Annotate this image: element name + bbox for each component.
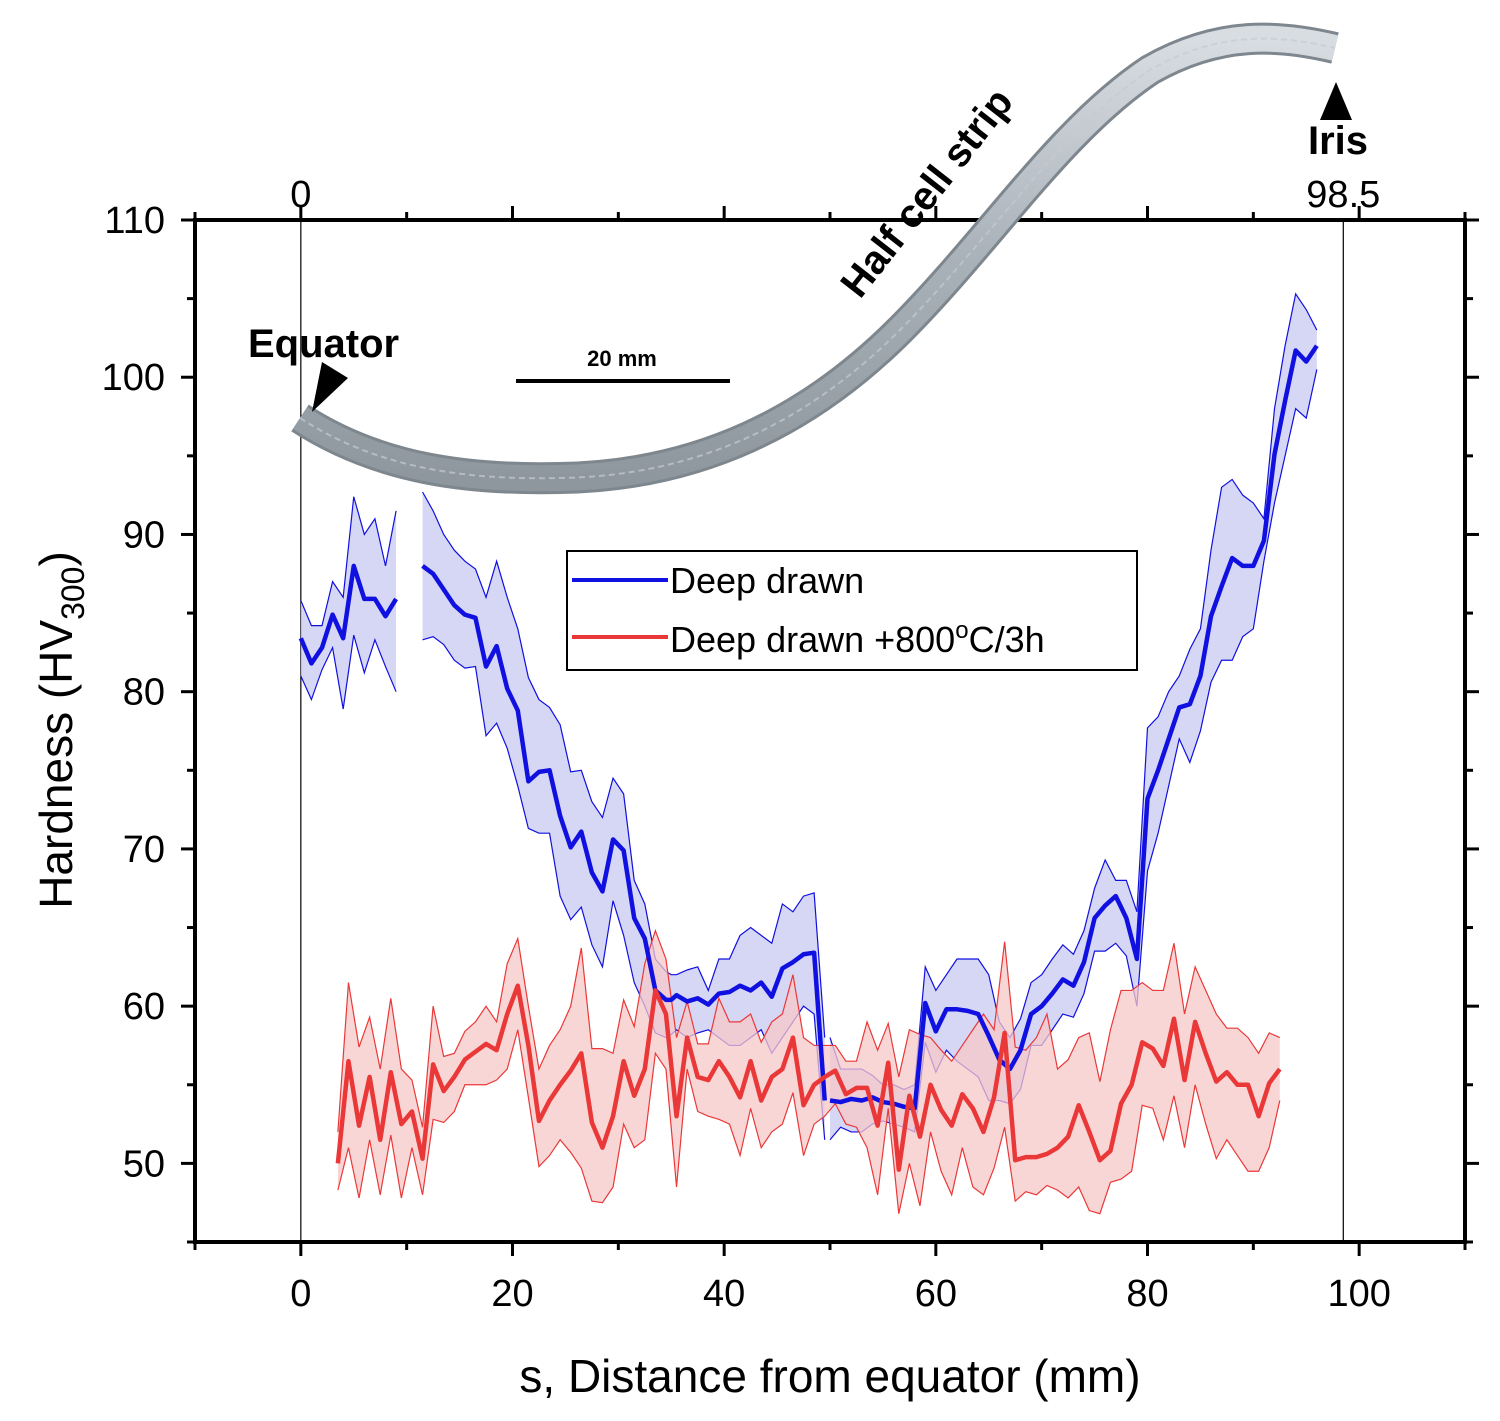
equator-label: Equator [248,322,399,366]
legend-label-deep-drawn: Deep drawn [670,560,864,601]
y-tick-label: 80 [123,672,165,714]
x-tick-label: 40 [703,1273,745,1315]
iris-arrow-icon [1320,82,1352,120]
half-cell-strip-image [291,22,1339,495]
y-tick-label: 90 [123,514,165,556]
annealed-upper-bound [337,928,1281,1132]
y-tick-label: 50 [123,1143,165,1185]
top-axis-label: 0 [290,174,311,216]
y-axis-title: Hardness (HV300) [30,551,91,909]
x-tick-label: 0 [290,1273,311,1315]
strip-label: Half cell strip [832,81,1021,306]
deep_drawn-lower-bound [829,369,1318,1141]
deep_drawn-upper-bound [422,491,826,1038]
y-tick-label: 110 [104,200,165,242]
legend: Deep drawn Deep drawn +800oC/3h [566,550,1138,671]
legend-box [566,550,1138,671]
annealed-error-band [337,930,1280,1214]
scale-bar-label: 20 mm [587,346,657,371]
deep_drawn-error-band [830,293,1317,1140]
axis-ticks: 0 20 40 60 80 100 50 60 70 80 90 100 110 0 98.5 [102,174,1479,1315]
deep_drawn-mean-line [421,564,827,1101]
deep_drawn-mean-line [298,563,399,666]
x-tick-label: 80 [1126,1273,1168,1315]
deep_drawn-upper-bound [300,496,397,627]
legend-label-annealed: Deep drawn +800oC/3h [670,617,1045,660]
scale-bar: 20 mm [516,346,730,383]
y-tick-label: 60 [123,986,165,1028]
annealed-mean-line [335,983,1282,1172]
iris-label: Iris [1308,119,1368,163]
y-tick-label: 100 [102,357,165,399]
x-tick-label: 20 [491,1273,533,1315]
x-tick-label: 100 [1327,1273,1390,1315]
deep_drawn-lower-bound [300,634,397,710]
series-layer [298,292,1319,1215]
iris-annotation: Iris [1308,82,1368,163]
top-axis-label: 98.5 [1306,174,1380,216]
equator-annotation: Equator [248,322,399,412]
annealed-lower-bound [337,1029,1281,1215]
reference-lines [300,220,1344,1242]
x-tick-label: 60 [915,1273,957,1315]
x-axis-title: s, Distance from equator (mm) [519,1350,1140,1402]
equator-arrow-icon [312,362,348,412]
y-tick-label: 70 [123,829,165,871]
